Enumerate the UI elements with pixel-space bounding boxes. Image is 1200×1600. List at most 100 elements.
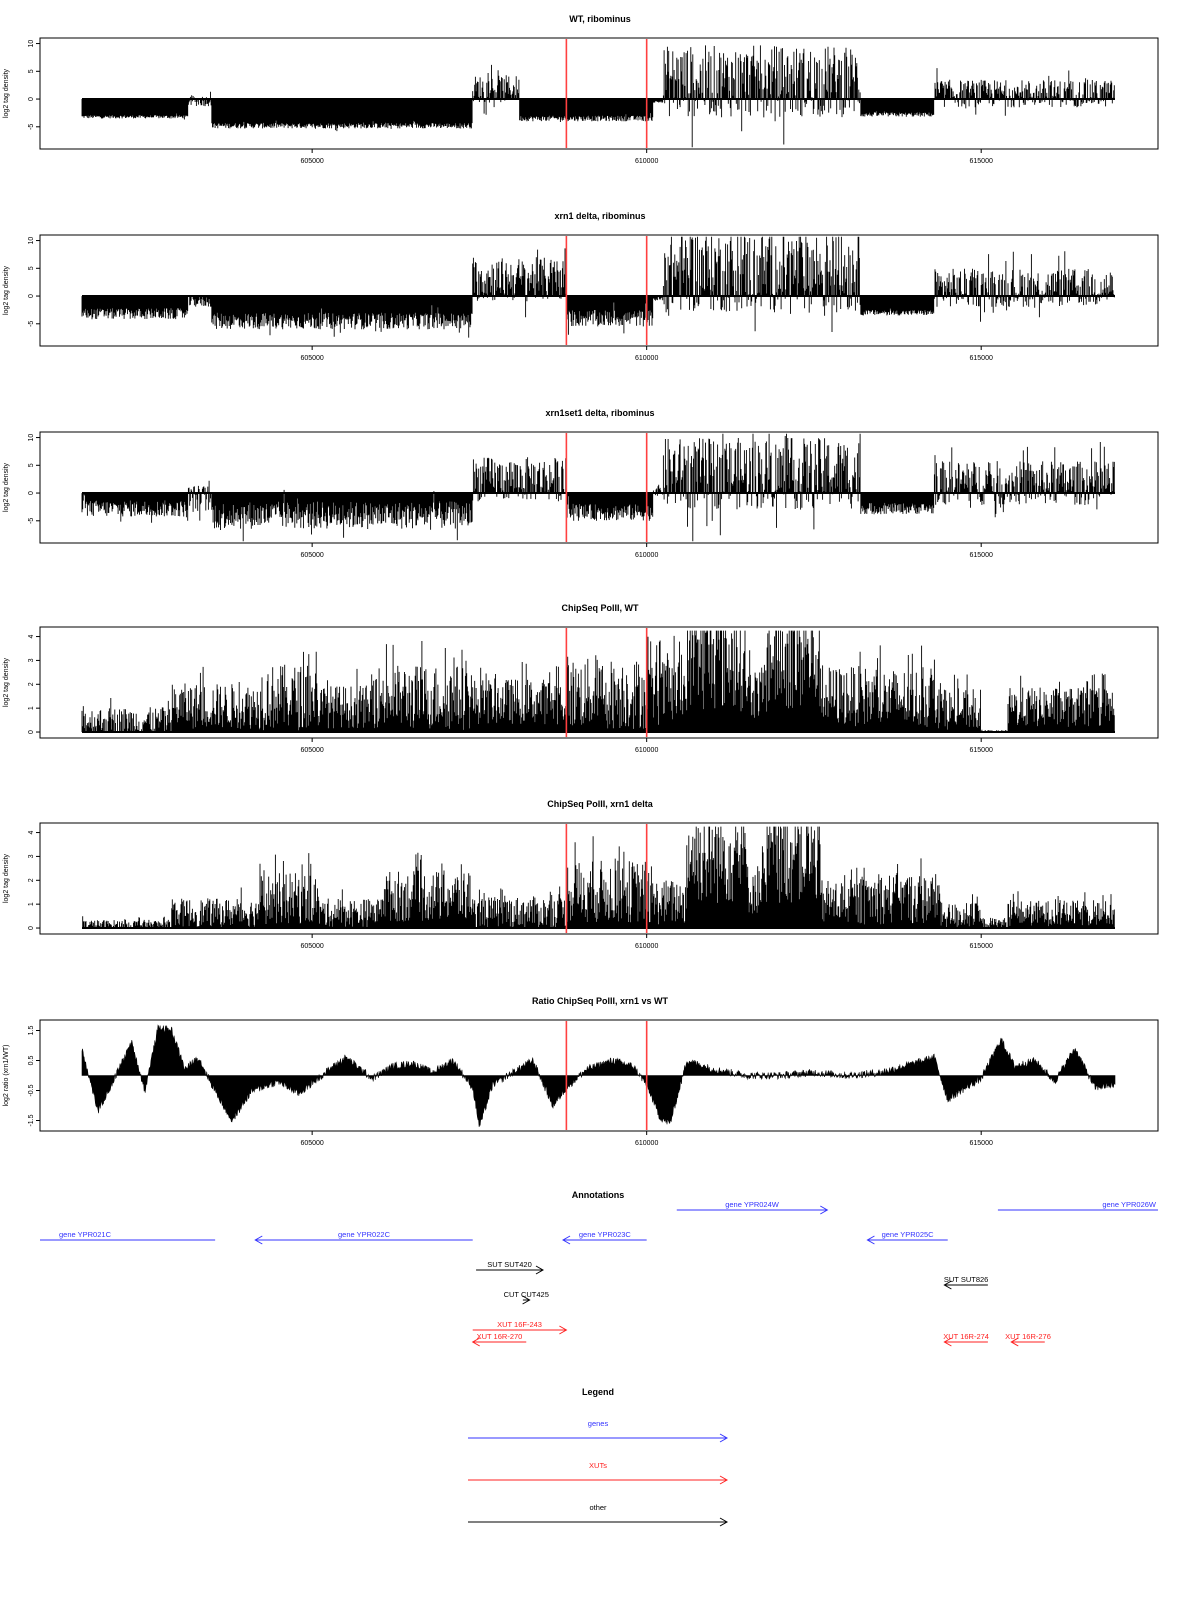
signal-bars <box>81 630 1115 732</box>
feature-gene: gene YPR025C <box>866 1230 948 1245</box>
feature-label: gene YPR023C <box>579 1230 632 1239</box>
y-tick-label: 10 <box>28 237 35 245</box>
feature-xut: XUT 16R-276 <box>1005 1332 1051 1347</box>
arrow-head-left-icon <box>943 1337 952 1347</box>
legend-label: genes <box>588 1419 609 1428</box>
feature-gene: gene YPR026W <box>997 1200 1158 1211</box>
feature-label: XUT 16F-243 <box>497 1320 542 1329</box>
chart-panel-5: ChipSeq PolII, xrn1 delta 0 1 2 3 4 log2 tag d… <box>3 799 1159 950</box>
signal-track <box>81 236 1115 338</box>
y-tick-label: 5 <box>28 69 35 73</box>
feature-label: XUT 16R-276 <box>1005 1332 1051 1341</box>
arrow-head-right-icon <box>535 1265 544 1275</box>
y-axis-label: log2 tag density <box>3 657 10 707</box>
y-tick-label: -5 <box>28 321 35 327</box>
arrow-head-left-icon <box>943 1280 952 1290</box>
annotations-title: Annotations <box>572 1190 625 1200</box>
panel-title: ChipSeq PolII, xrn1 delta <box>547 799 654 809</box>
y-axis-label: log2 tag density <box>3 853 10 903</box>
x-tick-label: 610000 <box>635 355 658 362</box>
arrow-head-left-icon <box>254 1235 263 1245</box>
x-tick-label: 605000 <box>300 158 323 165</box>
signal-track <box>81 1024 1116 1127</box>
x-tick-label: 610000 <box>635 943 658 950</box>
x-tick-label: 615000 <box>970 158 993 165</box>
y-tick-label: 10 <box>28 434 35 442</box>
legend-label: other <box>589 1503 607 1512</box>
panel-title: xrn1set1 delta, ribominus <box>545 408 654 418</box>
feature-gene: gene YPR022C <box>254 1230 473 1245</box>
x-tick-label: 605000 <box>300 747 323 754</box>
feature-gene: gene YPR023C <box>562 1230 647 1245</box>
x-tick-label: 605000 <box>300 552 323 559</box>
chart-panel-1: WT, ribominus 10 5 0 -5 log2 tag density 60500… <box>3 14 1159 165</box>
feature-gene: gene YPR021C <box>40 1230 216 1241</box>
feature-label: XUT 16R-274 <box>943 1332 989 1341</box>
y-tick-label: 4 <box>28 831 35 835</box>
feature-other: CUT CUT425 <box>504 1290 549 1305</box>
x-tick-label: 615000 <box>970 747 993 754</box>
signal-bars <box>81 45 1115 148</box>
chart-panel-3: xrn1set1 delta, ribominus 10 5 0 -5 log2 tag … <box>3 408 1159 559</box>
y-tick-label: 5 <box>28 463 35 467</box>
plot-frame <box>39 431 1159 544</box>
signal-bars <box>82 826 1115 928</box>
signal-track <box>82 826 1115 928</box>
x-tick-label: 615000 <box>970 1140 993 1147</box>
plot-frame <box>39 1019 1159 1132</box>
legend-item-other: other <box>468 1503 729 1527</box>
legend-item-gene: genes <box>468 1419 729 1443</box>
signal-bars <box>81 236 1115 338</box>
panel-title: ChipSeq PolII, WT <box>562 603 639 613</box>
annotations-track: Annotations gene YPR021C gene YPR022C gene … <box>40 1190 1158 1347</box>
y-tick-label: 1 <box>28 902 35 906</box>
arrow-head-left-icon <box>471 1337 480 1347</box>
panel-title: WT, ribominus <box>569 14 631 24</box>
arrow-head-right-icon <box>559 1325 568 1335</box>
ratio-area <box>81 1024 1116 1127</box>
panel-title: xrn1 delta, ribominus <box>554 211 645 221</box>
arrow-head-right-icon <box>719 1475 729 1485</box>
arrow-head-left-icon <box>866 1235 875 1245</box>
feature-label: gene YPR025C <box>882 1230 935 1239</box>
x-tick-label: 615000 <box>970 943 993 950</box>
feature-label: gene YPR021C <box>59 1230 112 1239</box>
y-tick-label: 3 <box>28 854 35 858</box>
arrow-head-right-icon <box>719 1517 729 1527</box>
y-tick-label: 3 <box>28 658 35 662</box>
legend-title: Legend <box>582 1387 614 1397</box>
legend-item-xut: XUTs <box>468 1461 729 1485</box>
y-tick-label: -0.5 <box>28 1084 35 1096</box>
legend-label: XUTs <box>589 1461 607 1470</box>
y-tick-label: 0 <box>28 294 35 298</box>
y-tick-label: 0 <box>28 730 35 734</box>
legend: Legend genes XUTs other <box>468 1387 729 1527</box>
chart-panel-6: Ratio ChipSeq PolII, xrn1 vs WT 1.5 0.5 -0.… <box>3 996 1159 1147</box>
signal-bars <box>81 433 1115 542</box>
signal-track <box>81 433 1115 542</box>
y-tick-label: 0.5 <box>28 1056 35 1066</box>
arrow-head-right-icon <box>719 1433 729 1443</box>
y-axis-label: log2 ratio (xrn1/WT) <box>3 1045 10 1107</box>
x-tick-label: 605000 <box>300 943 323 950</box>
plot-frame <box>39 822 1159 935</box>
x-tick-label: 610000 <box>635 552 658 559</box>
plot-frame <box>39 37 1159 150</box>
x-tick-label: 605000 <box>300 1140 323 1147</box>
y-tick-label: 0 <box>28 97 35 101</box>
arrow-head-left-icon <box>1010 1337 1019 1347</box>
chart-panel-4: ChipSeq PolII, WT 0 1 2 3 4 log2 tag density 60… <box>3 603 1159 754</box>
y-tick-label: 10 <box>28 40 35 48</box>
x-tick-label: 615000 <box>970 355 993 362</box>
plot-frame <box>39 626 1159 739</box>
y-tick-label: 5 <box>28 266 35 270</box>
signal-track <box>81 45 1115 148</box>
arrow-head-right-icon <box>820 1205 829 1215</box>
feature-gene: gene YPR024W <box>676 1200 829 1215</box>
signal-track <box>81 630 1115 732</box>
x-tick-label: 610000 <box>635 1140 658 1147</box>
x-tick-label: 610000 <box>635 747 658 754</box>
feature-label: SUT SUT420 <box>487 1260 531 1269</box>
x-tick-label: 615000 <box>970 552 993 559</box>
